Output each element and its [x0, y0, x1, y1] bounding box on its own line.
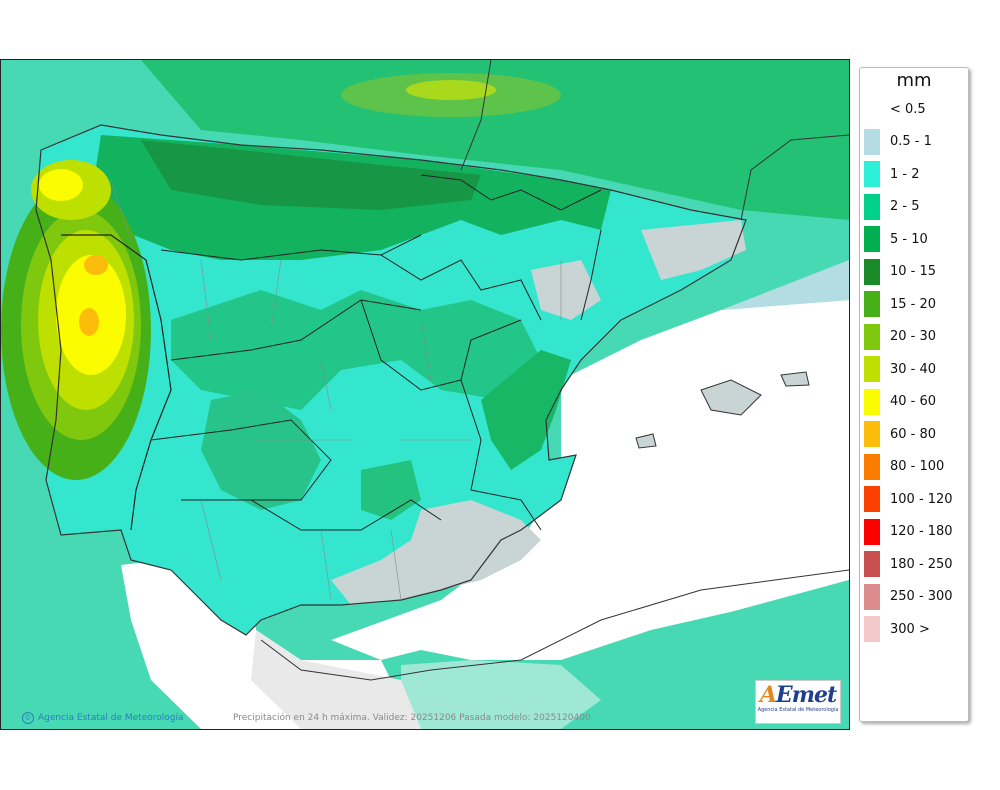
- legend-item: 5 - 10: [864, 226, 928, 252]
- legend-swatch: [864, 421, 880, 447]
- legend-item: 30 - 40: [864, 356, 936, 382]
- region-borders: [150, 229, 602, 531]
- agency-credit: © Agencia Estatal de Meteorología: [22, 712, 184, 724]
- france-border: [420, 174, 602, 211]
- legend-swatch: [864, 388, 880, 415]
- legend-item: 20 - 30: [864, 323, 937, 350]
- legend-label: 5 - 10: [890, 231, 928, 247]
- legend-item: 2 - 5: [864, 193, 920, 220]
- legend-swatch: [864, 356, 880, 382]
- map-caption: Precipitación en 24 h máxima. Validez: 2…: [233, 713, 591, 723]
- legend-label: 0.5 - 1: [890, 134, 932, 149]
- province-borders: [110, 179, 562, 601]
- legend-item: 0.5 - 1: [864, 128, 932, 155]
- dry-area-southeast: [331, 500, 541, 605]
- legend-label: 10 - 15: [890, 264, 937, 279]
- legend-item: < 0.5: [864, 96, 926, 122]
- legend-item: 60 - 80: [864, 421, 936, 447]
- legend-swatch: [864, 323, 880, 350]
- legend-swatch: [864, 291, 880, 317]
- precipitation-legend: mm < 0.5 0.5 - 1 1 - 2 2 - 5 5 - 10 10 - 15 15…: [859, 67, 969, 722]
- legend-swatch: [864, 551, 880, 577]
- logo-mark: AEmet: [759, 682, 837, 708]
- menorca-island: [780, 371, 810, 387]
- legend-label: 20 - 30: [890, 329, 937, 344]
- legend-swatch: [864, 518, 880, 545]
- africa-coastline: [260, 569, 849, 681]
- legend-label: 40 - 60: [890, 394, 937, 409]
- logo-subtitle: Agencia Estatal de Meteorología: [757, 707, 839, 713]
- legend-label: 100 - 120: [890, 491, 953, 507]
- legend-label: 250 - 300: [890, 589, 953, 604]
- precip-area-north-sea: [141, 60, 849, 220]
- legend-item: 250 - 300: [864, 583, 953, 610]
- legend-swatch: [864, 128, 880, 155]
- mallorca-island: [700, 379, 762, 416]
- legend-swatch: [864, 96, 880, 122]
- legend-item: 300 >: [864, 616, 930, 642]
- legend-swatch: [864, 583, 880, 610]
- legend-item: 120 - 180: [864, 518, 953, 545]
- aemet-logo: AEmet Agencia Estatal de Meteorología: [755, 680, 841, 724]
- spain-portugal-border: [61, 234, 172, 531]
- legend-item: 1 - 2: [864, 161, 920, 187]
- legend-label: 180 - 250: [890, 556, 953, 572]
- legend-swatch: [864, 453, 880, 480]
- legend-item: 80 - 100: [864, 453, 945, 480]
- legend-label: < 0.5: [890, 101, 926, 117]
- legend-label: 120 - 180: [890, 524, 953, 539]
- legend-label: 80 - 100: [890, 459, 945, 474]
- legend-swatch: [864, 161, 880, 187]
- legend-item: 10 - 15: [864, 258, 937, 285]
- legend-swatch: [864, 616, 880, 642]
- legend-label: 15 - 20: [890, 296, 937, 312]
- precip-area-central: [171, 290, 541, 410]
- legend-swatch: [864, 226, 880, 252]
- legend-label: 60 - 80: [890, 426, 937, 442]
- legend-label: 300 >: [890, 621, 930, 637]
- legend-item: 15 - 20: [864, 291, 936, 317]
- precipitation-map: [0, 59, 850, 730]
- copyright-icon: ©: [22, 712, 34, 724]
- ibiza-island: [635, 433, 657, 449]
- legend-swatch: [864, 486, 880, 512]
- legend-swatch: [864, 258, 880, 285]
- legend-swatch: [864, 193, 880, 220]
- precip-area-north-peak: [406, 80, 496, 100]
- iberian-coastline: [35, 124, 747, 636]
- credit-text: Agencia Estatal de Meteorología: [38, 713, 184, 723]
- legend-item: 40 - 60: [864, 388, 937, 415]
- legend-label: 1 - 2: [890, 166, 920, 182]
- legend-label: 2 - 5: [890, 199, 920, 214]
- legend-label: 30 - 40: [890, 361, 937, 377]
- legend-item: 100 - 120: [864, 486, 953, 512]
- legend-unit: mm: [896, 70, 932, 91]
- map-canvas: [1, 60, 849, 729]
- legend-item: 180 - 250: [864, 551, 953, 577]
